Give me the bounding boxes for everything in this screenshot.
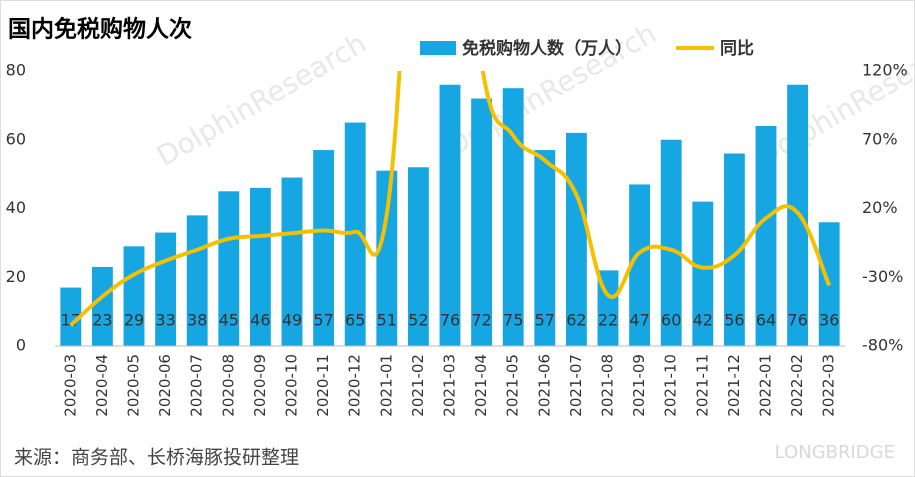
bar [755,126,777,346]
y-tick-label: 20 [6,267,26,286]
bar [439,84,461,346]
value-label: 76 [440,311,460,330]
y2-tick-label: 120% [862,61,908,80]
bar [313,150,335,346]
bar [60,287,82,346]
bar [407,167,429,346]
value-label: 29 [124,311,144,330]
chart-title: 国内免税购物人次 [8,16,192,43]
x-tick-label: 2021-11 [693,354,711,417]
x-tick-label: 2021-07 [567,354,585,417]
value-label: 72 [471,311,491,330]
y-tick-label: 0 [16,336,26,355]
value-label: 76 [787,311,807,330]
x-tick-label: 2021-06 [535,354,553,417]
legend-label: 免税购物人数（万人） [462,38,632,59]
y2-tick-label: -30% [862,267,903,286]
bar [723,153,745,346]
value-label: 47 [629,311,649,330]
x-tick-label: 2021-08 [599,354,617,417]
value-label: 64 [756,311,776,330]
y2-tick-label: 20% [862,198,898,217]
bar [376,170,398,346]
value-label: 57 [535,311,555,330]
value-label: 22 [598,311,618,330]
x-tick-label: 2021-03 [441,354,459,417]
legend-swatch [420,41,456,55]
bar [502,88,524,346]
x-tick-label: 2021-05 [504,354,522,417]
line-group [69,71,832,327]
value-label: 17 [61,311,81,330]
value-label: 38 [187,311,207,330]
source: 来源：商务部、长桥海豚投研整理 [14,447,299,469]
x-tick-label: 2020-06 [156,354,174,417]
bar [534,150,556,346]
value-label: 33 [155,311,175,330]
x-tick-label: 2021-09 [630,354,648,417]
x-tick-label: 2021-10 [662,354,680,417]
bar [281,177,303,346]
bar [91,266,113,346]
y2-tick-label: -80% [862,336,903,355]
x-tick-label: 2020-12 [346,354,364,417]
bar [629,184,651,346]
value-label: 60 [661,311,681,330]
bar [471,98,493,346]
value-label: 23 [92,311,112,330]
watermark: LONGBRIDGE [775,442,895,463]
x-tick-label: 2020-10 [283,354,301,417]
value-label: 75 [503,311,523,330]
value-label: 36 [819,311,839,330]
x-tick-label: 2020-05 [125,354,143,417]
x-tick-label: 2020-03 [61,354,79,417]
x-tick-label: 2020-11 [314,354,332,417]
value-label: 45 [219,311,239,330]
value-label: 49 [282,311,302,330]
value-label: 62 [566,311,586,330]
y-tick-label: 80 [6,61,26,80]
x-tick-label: 2021-04 [472,354,490,417]
legend-label: 同比 [720,38,754,59]
line [69,71,832,327]
bar [344,122,366,346]
x-tick-label: 2022-02 [788,354,806,417]
value-label: 46 [250,311,270,330]
value-label: 52 [408,311,428,330]
x-tick-label: 2020-04 [93,354,111,417]
value-label: 51 [377,311,397,330]
x-tick-label: 2020-09 [251,354,269,417]
x-tick-label: 2020-08 [219,354,237,417]
bar [123,246,145,346]
x-tick-label: 2022-01 [757,354,775,417]
y2-tick-label: 70% [862,129,898,148]
x-tick-label: 2020-07 [188,354,206,417]
value-label: 65 [345,311,365,330]
bar [660,139,682,346]
y-tick-label: 60 [6,129,26,148]
y-tick-label: 40 [6,198,26,217]
value-label: 42 [693,311,713,330]
bar [218,191,240,346]
value-label: 56 [724,311,744,330]
bar [692,201,714,346]
bar [249,187,271,346]
value-label: 57 [313,311,333,330]
x-tick-label: 2021-02 [409,354,427,417]
x-tick-label: 2021-01 [377,354,395,417]
x-tick-label: 2021-12 [725,354,743,417]
x-tick-label: 2022-03 [820,354,838,417]
